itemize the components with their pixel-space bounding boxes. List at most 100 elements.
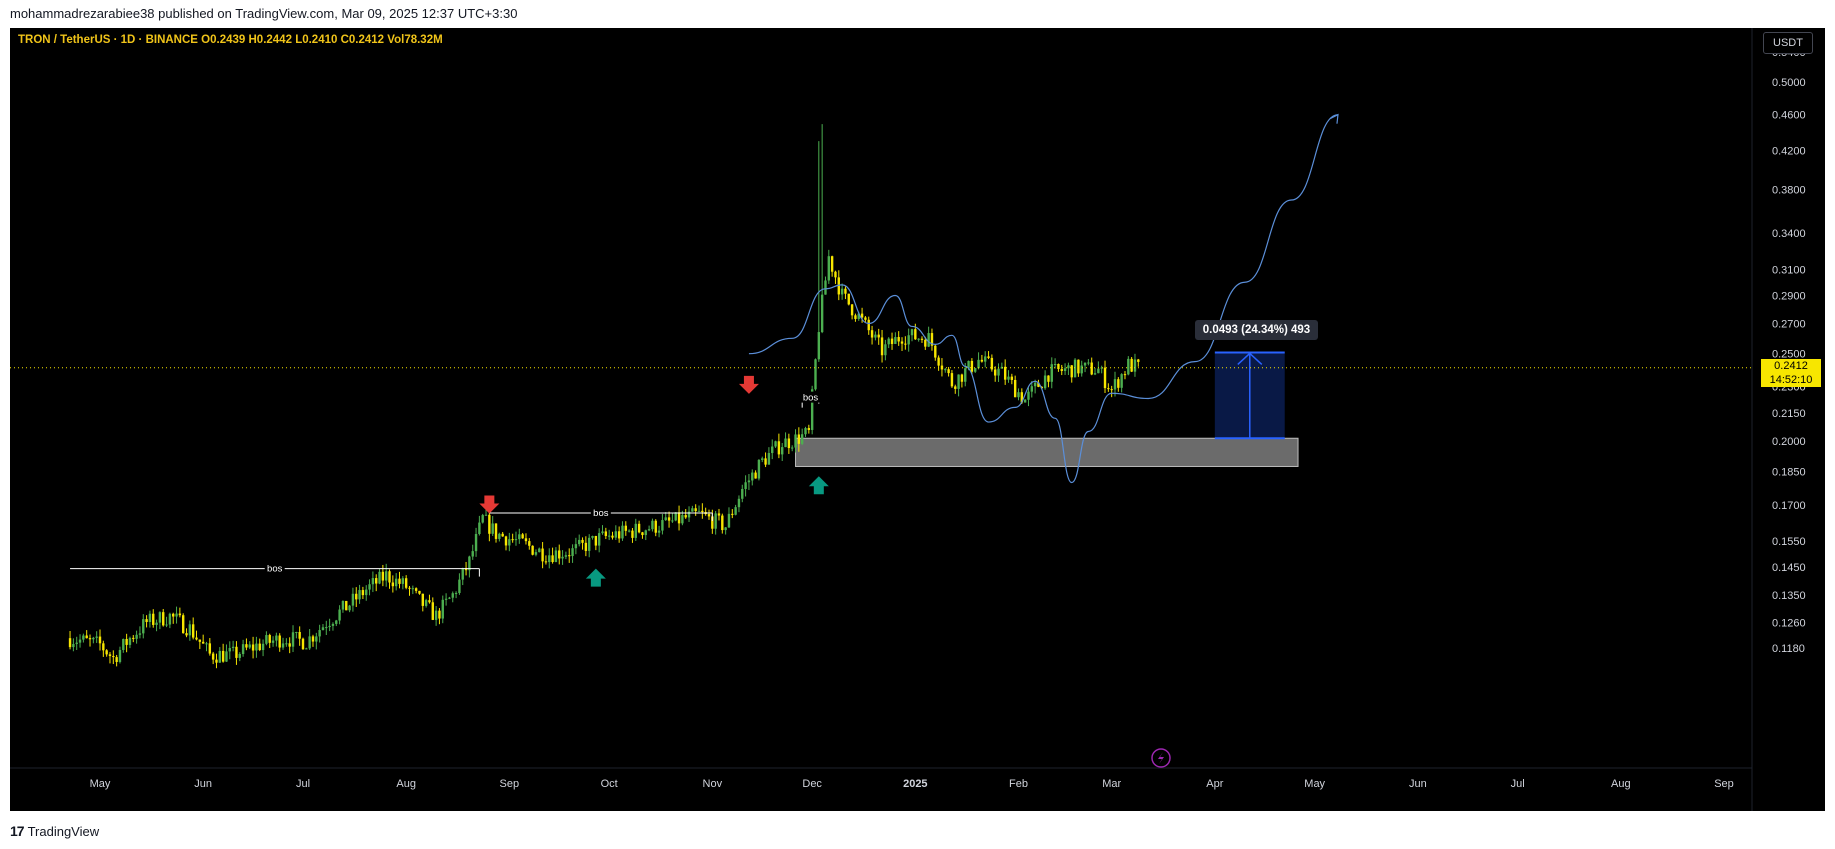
candle-body — [764, 458, 767, 465]
candle-body — [654, 520, 657, 533]
candle-body — [697, 510, 701, 512]
candle-body — [1027, 391, 1030, 400]
candle-body — [1037, 382, 1040, 387]
candle-body — [647, 529, 651, 531]
candle-body — [301, 638, 305, 650]
candle-body — [637, 523, 641, 533]
candle-body — [850, 304, 854, 316]
candle-body — [1017, 392, 1020, 398]
candle-body — [438, 610, 441, 619]
candle-body — [691, 508, 694, 512]
candle-body — [508, 539, 511, 546]
candle-body — [518, 534, 521, 540]
candle-body — [797, 434, 801, 444]
candle-body — [1063, 368, 1067, 372]
candle-body — [521, 534, 524, 539]
candle-body — [514, 539, 518, 541]
candle-body — [225, 651, 228, 662]
candle-body — [757, 459, 761, 479]
candle-body — [993, 369, 997, 376]
candle-body — [534, 552, 538, 555]
candle-body — [478, 522, 481, 535]
candle-body — [145, 619, 148, 623]
candle-body — [581, 539, 584, 543]
candle-body — [880, 337, 884, 356]
candle-body — [724, 527, 727, 531]
ohlc-close: C0.2412 — [340, 34, 385, 46]
candle-body — [631, 530, 634, 538]
candle-body — [165, 624, 168, 626]
candle-body — [178, 613, 182, 616]
candle-body — [627, 530, 631, 532]
symbol-legend[interactable]: TRON / TetherUS · 1D · BINANCE O0.2439 H… — [18, 34, 443, 46]
candle-body — [1093, 373, 1097, 375]
symbol-name[interactable]: TRON / TetherUS · 1D · BINANCE — [18, 34, 198, 46]
ohlc-open: O0.2439 — [201, 34, 246, 46]
candle-body — [1103, 367, 1107, 389]
candle-body — [155, 622, 158, 625]
candle-body — [68, 638, 72, 648]
x-tick-label: Apr — [1206, 778, 1223, 790]
axis-layer: 0.54000.50000.46000.42000.38000.34000.31… — [90, 47, 1806, 790]
y-tick-label: 0.4600 — [1772, 110, 1806, 122]
candle-body — [857, 313, 860, 319]
candle-body — [1083, 362, 1087, 366]
candle-body — [185, 633, 188, 636]
candle-body — [112, 656, 115, 658]
candle-body — [404, 578, 408, 588]
y-tick-label: 0.1550 — [1772, 536, 1806, 548]
x-tick-label: Jun — [194, 778, 212, 790]
bos-label: bos — [803, 393, 819, 404]
candle-body — [428, 600, 431, 603]
candle-body — [954, 386, 957, 389]
up-arrow-icon — [808, 476, 829, 495]
x-tick-label: Nov — [703, 778, 723, 790]
candle-body — [132, 637, 135, 639]
candle-body — [947, 369, 950, 374]
candle-body — [1117, 379, 1120, 388]
candle-body — [820, 294, 824, 333]
candle-body — [315, 636, 318, 642]
candle-body — [621, 525, 624, 539]
candle-body — [657, 530, 661, 533]
currency-button[interactable]: USDT — [1763, 32, 1813, 54]
candle-body — [311, 636, 315, 642]
candle-body — [677, 512, 681, 524]
x-tick-label: May — [1304, 778, 1325, 790]
candle-body — [78, 639, 82, 643]
x-tick-label: Jul — [1511, 778, 1525, 790]
candle-body — [784, 438, 787, 448]
candle-body — [361, 590, 365, 596]
candle-body — [854, 315, 857, 319]
candle-body — [924, 339, 927, 347]
y-tick-label: 0.1850 — [1772, 467, 1806, 479]
candle-body — [148, 613, 152, 623]
candle-body — [617, 531, 621, 539]
ohlc-high: H0.2442 — [248, 34, 292, 46]
candle-body — [454, 592, 458, 594]
forecast-curve — [748, 114, 1339, 484]
candle-body — [125, 638, 128, 645]
candle-body — [787, 438, 791, 449]
candle-body — [607, 535, 611, 537]
candle-body — [331, 623, 335, 626]
candle-body — [721, 515, 724, 531]
candle-body — [1067, 365, 1070, 369]
candle-body — [538, 548, 541, 553]
candles-layer — [68, 124, 1140, 669]
candle-body — [944, 369, 947, 371]
y-tick-label: 0.3100 — [1772, 264, 1806, 276]
candle-body — [85, 635, 88, 639]
tradingview-logo-icon[interactable]: 17 — [10, 823, 25, 839]
candle-body — [1043, 375, 1047, 389]
candle-body — [75, 642, 78, 645]
lightning-event-icon — [1151, 748, 1171, 768]
bos-label: bos — [267, 564, 283, 575]
candle-body — [288, 643, 291, 647]
tradingview-brand[interactable]: TradingView — [27, 823, 100, 839]
candle-body — [747, 480, 751, 483]
candle-body — [484, 514, 488, 516]
candle-body — [281, 643, 285, 648]
